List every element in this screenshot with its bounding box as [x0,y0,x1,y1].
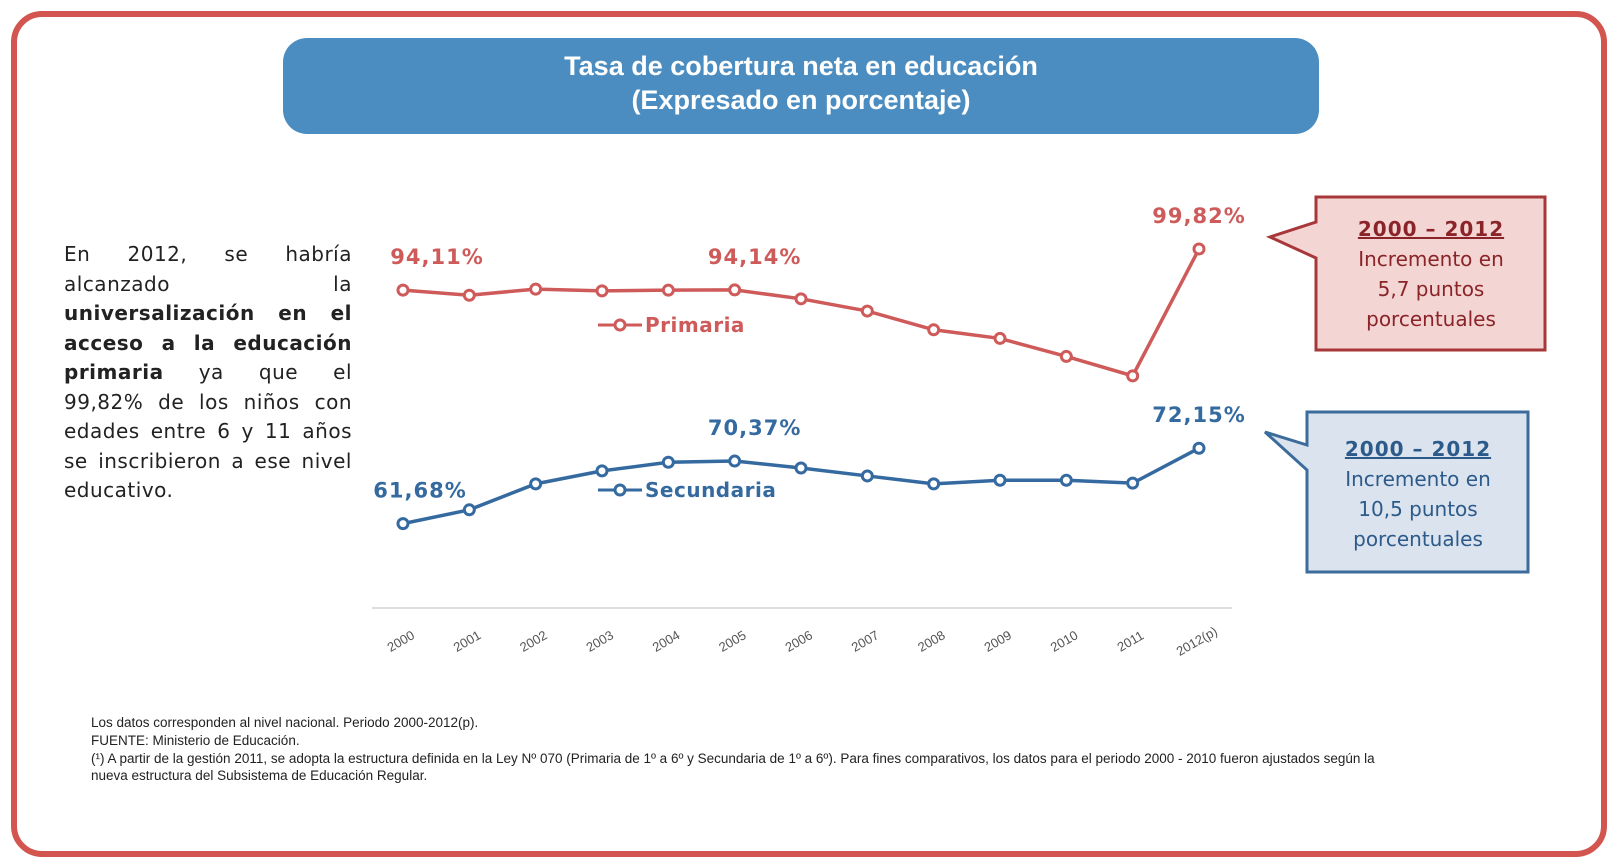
point [1192,242,1206,256]
data-label: 94,11% [390,245,483,269]
callout-text: 5,7 puntos [1378,277,1485,301]
callout-text: porcentuales [1366,307,1496,331]
note: (¹) A partir de la gestión 2011, se adop… [91,751,1375,783]
data-label: 70,37% [708,416,801,440]
x-tick-label: 2011 [1115,628,1147,655]
side-text-bold: universalización en el acceso a la educa… [64,301,352,384]
frame [11,11,1607,857]
point [462,288,476,302]
callout-box [1263,410,1530,574]
chart-subtitle: (Expresado en porcentaje) [631,85,970,115]
x-tick-label: 2005 [716,627,749,654]
point [396,283,410,297]
data-label: 61,68% [373,479,466,503]
point [661,455,675,469]
legend-marker [613,318,627,332]
legend-marker [613,483,627,497]
note: Los datos corresponden al nivel nacional… [91,715,479,730]
point [728,283,742,297]
x-tick-label: 2010 [1048,627,1081,654]
point [462,503,476,517]
x-tick-label: 2009 [981,627,1014,654]
callout-text: Incremento en [1358,247,1504,271]
callout-text: 10,5 puntos [1358,497,1477,521]
x-tick-label: 2012(p) [1174,623,1220,658]
point [794,292,808,306]
point [1059,473,1073,487]
side-text-part: ya que el 99,82% de los niños con edades… [64,360,352,502]
point [927,477,941,491]
legend-label: Secundaria [645,478,776,502]
series-line [402,446,1200,526]
callout-title: 2000 – 2012 [1345,437,1491,461]
x-tick-label: 2003 [583,627,616,654]
data-label: 99,82% [1152,204,1245,228]
point [728,454,742,468]
x-tick-label: 2002 [517,627,550,654]
point [1192,441,1206,455]
x-tick-label: 2004 [650,627,683,654]
x-tick-label: 2000 [384,627,417,654]
data-label: 72,15% [1152,403,1245,427]
point [529,477,543,491]
point [661,283,675,297]
point [927,323,941,337]
callout-title: 2000 – 2012 [1358,217,1504,241]
callout-text: porcentuales [1353,527,1483,551]
point [1126,369,1140,383]
side-text: En 2012, se habría alcanzado la universa… [64,240,352,506]
point [993,331,1007,345]
callout-box [1265,195,1547,352]
point [794,461,808,475]
callout-text: Incremento en [1345,467,1491,491]
point [860,469,874,483]
point [595,464,609,478]
x-tick-label: 2008 [915,627,948,654]
x-tick-label: 2006 [782,627,815,654]
chart-title: Tasa de cobertura neta en educación [564,51,1038,81]
point [595,284,609,298]
point [1059,349,1073,363]
side-text-part: En 2012, se habría alcanzado la [64,242,352,296]
x-tick-label: 2001 [451,627,484,654]
note: FUENTE: Ministerio de Educación. [91,733,300,748]
point [1126,476,1140,490]
point [993,473,1007,487]
x-tick-label: 2007 [849,627,882,654]
data-label: 94,14% [708,245,801,269]
point [529,282,543,296]
point [860,304,874,318]
title-box [283,38,1319,134]
point [396,517,410,531]
legend-label: Primaria [645,313,745,337]
